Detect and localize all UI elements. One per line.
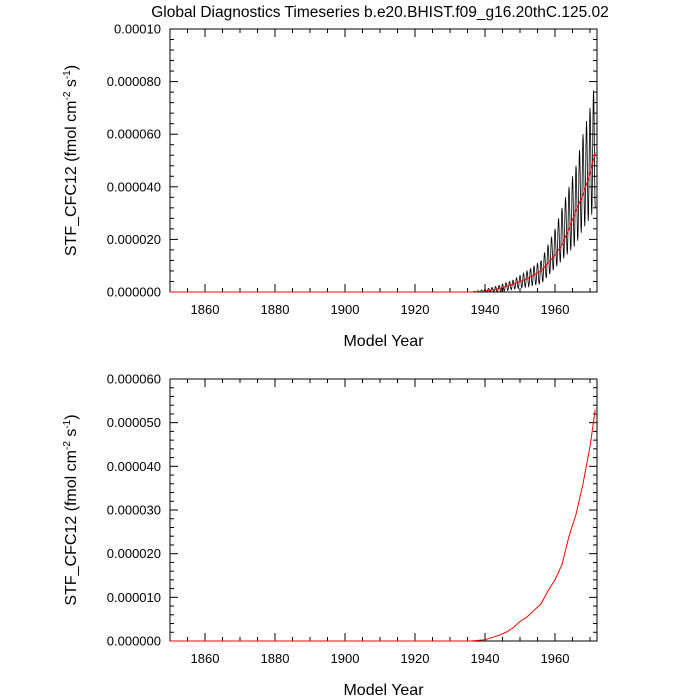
y-tick-label: 0.000000	[107, 285, 161, 300]
y-axis-label-text: s	[63, 79, 80, 91]
y-tick-label: 0.000020	[107, 546, 161, 561]
y-tick-label: 0.000060	[107, 127, 161, 142]
x-tick-label: 1860	[191, 302, 220, 317]
y-axis-label-text: s	[63, 429, 80, 441]
x-tick-label: 1920	[401, 302, 430, 317]
top-panel: 1860 1880 1900 1920 1940 1960 0.000000 0.000020…	[62, 22, 598, 350]
y-tick-label: 0.000080	[107, 74, 161, 89]
y-tick-label: 0.000010	[107, 590, 161, 605]
bottom-panel: 1860 1880 1900 1920 1940 1960 0.000000 0.000010…	[62, 372, 598, 699]
y-tick-label: 0.000040	[107, 459, 161, 474]
y-axis-label-exponent: -2	[62, 91, 73, 100]
x-tick-label: 1940	[471, 302, 500, 317]
y-axis-label-text: STF_CFC12 (fmol cm	[63, 101, 80, 257]
figure-title: Global Diagnostics Timeseries b.e20.BHIS…	[151, 4, 609, 21]
y-tick-label: 0.000040	[107, 179, 161, 194]
x-tick-label: 1900	[331, 651, 360, 666]
y-tick-label: 0.000020	[107, 232, 161, 247]
y-axis-label-text: )	[63, 65, 80, 70]
x-tick-label: 1860	[191, 651, 220, 666]
y-axis-label-exponent: -1	[62, 70, 73, 79]
series-line-monthly	[170, 90, 596, 293]
y-axis-label-text: STF_CFC12 (fmol cm	[63, 450, 80, 606]
y-tick-label: 0.000030	[107, 503, 161, 518]
x-tick-label: 1880	[261, 302, 290, 317]
plot-frame	[169, 378, 598, 642]
y-tick-label: 0.000060	[107, 372, 161, 387]
y-tick-label: 0.00010	[114, 22, 161, 37]
x-tick-label: 1960	[541, 651, 570, 666]
y-tick-label: 0.000050	[107, 415, 161, 430]
y-tick-label: 0.000000	[107, 634, 161, 649]
x-tick-label: 1880	[261, 651, 290, 666]
series-line-annual	[170, 152, 596, 293]
x-tick-label: 1940	[471, 651, 500, 666]
y-axis-label: STF_CFC12 (fmol cm-2 s-1)	[62, 65, 80, 256]
y-axis-label-exponent: -2	[62, 441, 73, 450]
plot-frame	[169, 28, 598, 293]
x-tick-label: 1960	[541, 302, 570, 317]
x-tick-label: 1920	[401, 651, 430, 666]
x-axis-label: Model Year	[343, 333, 424, 350]
y-axis-label-text: )	[63, 414, 80, 419]
y-axis-label: STF_CFC12 (fmol cm-2 s-1)	[62, 414, 80, 605]
series-line-annual	[170, 409, 596, 642]
x-tick-label: 1900	[331, 302, 360, 317]
y-axis-label-exponent: -1	[62, 419, 73, 428]
x-axis-label: Model Year	[343, 682, 424, 699]
